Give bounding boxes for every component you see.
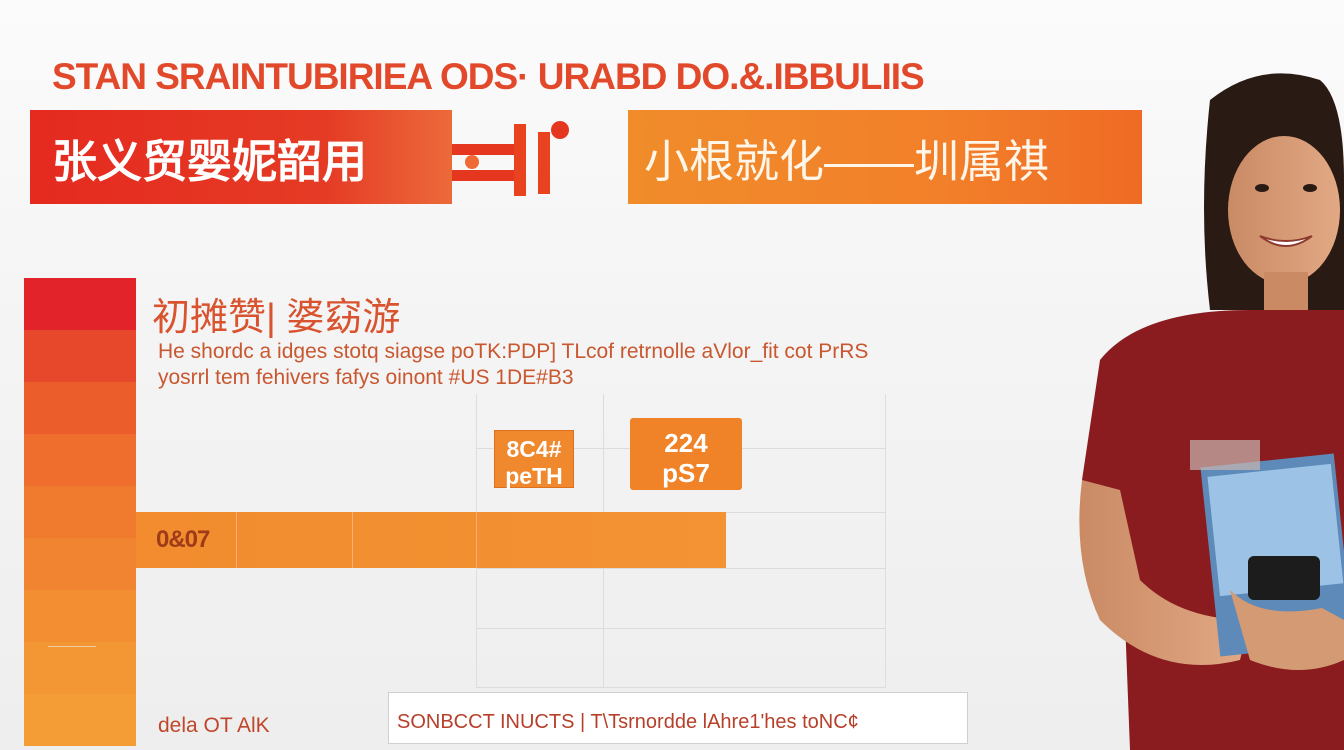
ladder-step: [24, 278, 136, 330]
grid-row-divider: [477, 687, 885, 688]
banner-right: 小根就化——圳属祺: [628, 110, 1142, 204]
ladder-step: [24, 434, 136, 486]
ladder-step: [24, 694, 136, 746]
value-badge: 224 pS7: [630, 418, 742, 490]
horizontal-bar: 0&07: [136, 512, 726, 568]
bar-segment-divider: [476, 512, 477, 568]
bar-label: 0&07: [156, 526, 210, 553]
ladder-step: [24, 486, 136, 538]
bar-segment-divider: [236, 512, 237, 568]
ladder-step: [24, 330, 136, 382]
ladder-step: [24, 382, 136, 434]
bar-segment-divider: [352, 512, 353, 568]
body-text-line-1: He shordc a idges stotq siagse poTK:PDP]…: [158, 340, 869, 363]
footer-left-text: dela OT AlK: [158, 714, 270, 737]
banner-left: 张义贸婴妮韶用: [30, 110, 452, 204]
value-badge: 8C4# peTH: [494, 430, 574, 488]
person-photo: [1079, 73, 1344, 750]
footer-caption-box: SONBCCT INUCTS | T\Tsrnordde lAhre1'hes …: [388, 692, 968, 744]
smartphone-icon: [1248, 556, 1320, 600]
page-title: STAN SRAINTUBIRIEA ODS· URABD DO.&.IBBUL…: [52, 56, 925, 97]
red-arrow-connector-icon: [452, 121, 569, 196]
section-heading: 初摊赞| 婆窈游: [152, 297, 401, 339]
footer-caption-text: SONBCCT INUCTS | T\Tsrnordde lAhre1'hes …: [397, 711, 859, 733]
grid-row-divider: [477, 628, 885, 629]
ladder-step: [24, 590, 136, 642]
ladder-step: [24, 642, 136, 694]
badge-value: 224: [664, 428, 708, 458]
ladder-step: [24, 538, 136, 590]
badge-caption: pS7: [662, 458, 710, 488]
grid-row-divider: [477, 568, 885, 569]
color-ladder: [24, 278, 136, 746]
faint-divider: [48, 646, 96, 657]
badge-caption: peTH: [505, 463, 563, 489]
banner-right-text: 小根就化——圳属祺: [644, 135, 1050, 187]
badge-value: 8C4#: [506, 436, 562, 462]
body-text-line-2: yosrrl tem fehivers fafys oinont #US 1DE…: [158, 366, 574, 389]
banner-left-text: 张义贸婴妮韶用: [52, 135, 368, 187]
